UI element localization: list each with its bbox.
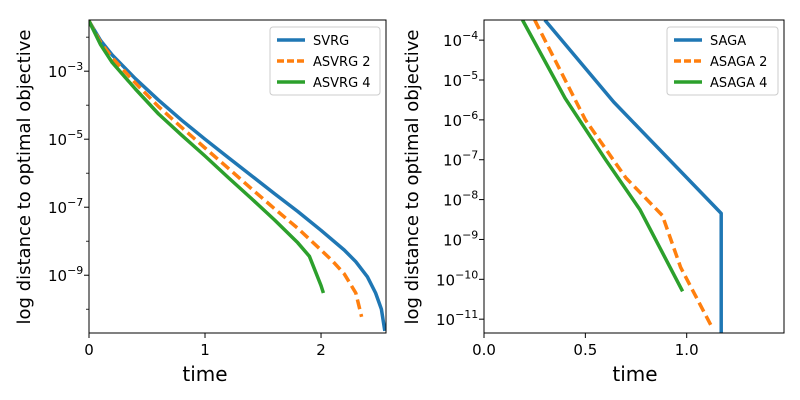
right-y-tick-label: 10−4	[443, 29, 478, 50]
right-legend-label: ASAGA 4	[710, 76, 767, 91]
left-y-tick-label: 10−3	[48, 60, 83, 81]
right-legend-label: ASAGA 2	[710, 55, 767, 70]
left-x-tick-label: 0	[84, 341, 94, 359]
left-x-tick-label: 2	[316, 341, 326, 359]
right-y-tick-label: 10−5	[443, 69, 478, 90]
left-series-layer	[89, 20, 386, 332]
right-y-tick-label: 10−9	[443, 228, 478, 249]
left-y-axis-label: log distance to optimal objective	[14, 30, 35, 325]
right-panel: 0.0 0.5 1.0 10−11 10−10 10−9 10−8 10−7 10−6 10−5 1…	[402, 19, 785, 386]
right-series-line-saga	[543, 20, 723, 333]
left-series-line-svrg	[89, 20, 386, 332]
right-x-tick-label: 1.0	[675, 341, 699, 359]
right-series-line-asaga-4	[520, 20, 685, 293]
right-ticks-layer: 0.0 0.5 1.0 10−11 10−10 10−9 10−8 10−7 10−6 10−5 1…	[436, 19, 785, 359]
right-y-tick-label: 10−6	[443, 109, 478, 130]
right-axes-frame	[483, 19, 785, 334]
right-x-axis-label: time	[612, 362, 657, 386]
right-y-tick-label: 10−10	[436, 268, 478, 289]
left-axes-frame	[88, 19, 387, 334]
left-x-axis-label: time	[182, 362, 227, 386]
left-legend-label: ASVRG 2	[313, 55, 371, 70]
right-series-line-asaga-2	[533, 20, 713, 327]
left-series-line-asvrg-4	[89, 20, 326, 294]
right-x-tick-label: 0.0	[472, 341, 496, 359]
right-x-tick-label: 0.5	[573, 341, 597, 359]
right-legend-box	[666, 26, 779, 96]
left-y-tick-label: 10−5	[48, 128, 83, 149]
left-y-tick-label: 10−9	[48, 264, 83, 285]
left-y-tick-label: 10−7	[48, 196, 83, 217]
left-legend-box	[269, 26, 381, 96]
right-y-tick-label: 10−11	[436, 308, 478, 329]
left-series-line-asvrg-2	[89, 20, 364, 318]
left-legend: SVRG ASVRG 2 ASVRG 4	[269, 26, 381, 96]
right-y-tick-label: 10−8	[443, 189, 478, 210]
right-y-axis-label: log distance to optimal objective	[402, 30, 423, 325]
left-ticks-layer: 0 1 2 10−9 10−7 10−5 10−3	[48, 19, 387, 359]
right-series-layer	[520, 20, 723, 333]
right-y-tick-label: 10−7	[443, 149, 478, 170]
left-legend-label: SVRG	[313, 34, 349, 49]
left-x-tick-label: 1	[200, 341, 210, 359]
right-legend: SAGA ASAGA 2 ASAGA 4	[666, 26, 779, 96]
left-panel: 0 1 2 10−9 10−7 10−5 10−3 time log distance to…	[14, 19, 387, 386]
left-legend-label: ASVRG 4	[313, 76, 371, 91]
right-legend-label: SAGA	[710, 34, 746, 49]
